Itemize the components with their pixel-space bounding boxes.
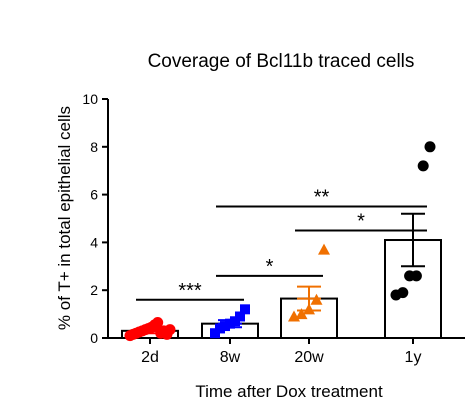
x-tick-label: 2d (141, 349, 159, 366)
y-tick-label: 6 (90, 187, 98, 203)
chart-title: Coverage of Bcl11b traced cells (148, 51, 415, 72)
significance-label: * (266, 256, 274, 278)
y-tick-label: 2 (90, 282, 98, 298)
y-tick-label: 4 (90, 234, 98, 250)
data-point (240, 304, 250, 315)
y-tick-label: 0 (90, 330, 98, 346)
x-axis-label: Time after Dox treatment (195, 382, 383, 401)
data-point (417, 160, 429, 172)
significance-label: * (357, 210, 365, 232)
data-point (235, 311, 245, 322)
x-tick-label: 20w (294, 349, 324, 366)
significance-label: *** (178, 280, 202, 302)
y-axis-label: % of T+ in total epithelial cells (55, 106, 74, 330)
data-point (164, 324, 176, 336)
x-tick-label: 8w (220, 349, 241, 366)
data-point (318, 243, 330, 255)
data-point (424, 141, 436, 153)
x-tick-label: 1y (405, 349, 422, 366)
data-point (295, 308, 308, 320)
data-point (152, 316, 164, 328)
data-point (397, 287, 409, 299)
significance-label: ** (314, 187, 330, 209)
y-tick-label: 8 (90, 139, 98, 155)
data-point (410, 270, 422, 282)
y-tick-label: 10 (82, 91, 98, 107)
